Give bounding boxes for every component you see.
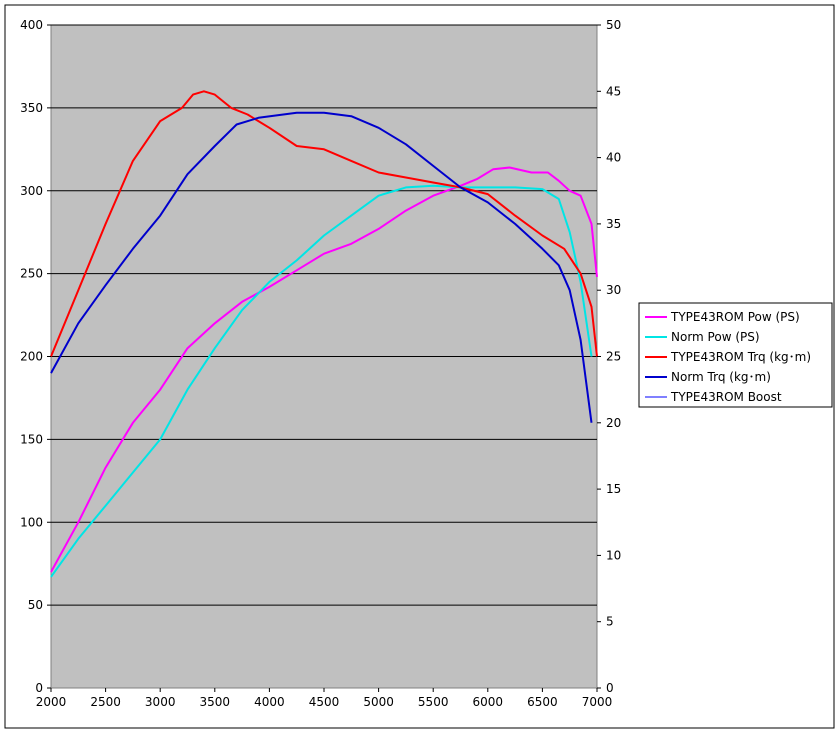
x-tick-label: 7000 bbox=[582, 695, 613, 709]
x-tick-label: 2000 bbox=[36, 695, 67, 709]
x-tick-label: 4500 bbox=[309, 695, 340, 709]
legend-label-4: TYPE43ROM Boost bbox=[670, 390, 782, 404]
y-tick-label: 150 bbox=[20, 432, 43, 446]
y-tick-label: 100 bbox=[20, 515, 43, 529]
legend: TYPE43ROM Pow (PS) Norm Pow (PS) TYPE43ROM… bbox=[638, 302, 833, 408]
x-tick-label: 6500 bbox=[527, 695, 558, 709]
legend-label-1: Norm Pow (PS) bbox=[671, 330, 760, 344]
y2-tick-label: 45 bbox=[606, 84, 621, 98]
axes: 0501001502002503003504000510152025303540… bbox=[20, 18, 621, 709]
y-tick-label: 0 bbox=[35, 681, 43, 695]
y2-tick-label: 40 bbox=[606, 151, 621, 165]
y2-tick-label: 15 bbox=[606, 482, 621, 496]
y2-tick-label: 10 bbox=[606, 548, 621, 562]
y2-tick-label: 35 bbox=[606, 217, 621, 231]
x-tick-label: 4000 bbox=[254, 695, 285, 709]
legend-box bbox=[638, 302, 833, 408]
legend-label-2: TYPE43ROM Trq (kg･m) bbox=[670, 350, 811, 364]
x-tick-label: 3000 bbox=[145, 695, 176, 709]
y2-tick-label: 0 bbox=[606, 681, 614, 695]
series-line-2 bbox=[50, 90, 598, 357]
y2-tick-label: 20 bbox=[606, 416, 621, 430]
y2-tick-label: 30 bbox=[606, 283, 621, 297]
series-line-3 bbox=[50, 111, 593, 423]
y-tick-label: 50 bbox=[28, 598, 43, 612]
legend-label-0: TYPE43ROM Pow (PS) bbox=[670, 310, 800, 324]
y-tick-label: 200 bbox=[20, 350, 43, 364]
x-tick-label: 5500 bbox=[418, 695, 449, 709]
series-line-0 bbox=[50, 166, 598, 573]
y-tick-label: 300 bbox=[20, 184, 43, 198]
x-tick-label: 5000 bbox=[363, 695, 394, 709]
y-tick-label: 350 bbox=[20, 101, 43, 115]
x-tick-label: 3500 bbox=[200, 695, 231, 709]
legend-label-3: Norm Trq (kg･m) bbox=[671, 370, 771, 384]
series-line-1 bbox=[50, 184, 593, 578]
y2-tick-label: 50 bbox=[606, 18, 621, 32]
x-tick-label: 2500 bbox=[90, 695, 121, 709]
y-tick-label: 400 bbox=[20, 18, 43, 32]
gridlines bbox=[51, 24, 597, 606]
y2-tick-label: 25 bbox=[606, 350, 621, 364]
y2-tick-label: 5 bbox=[606, 615, 614, 629]
x-tick-label: 6000 bbox=[473, 695, 504, 709]
y-tick-label: 250 bbox=[20, 267, 43, 281]
series-lines bbox=[50, 90, 598, 578]
